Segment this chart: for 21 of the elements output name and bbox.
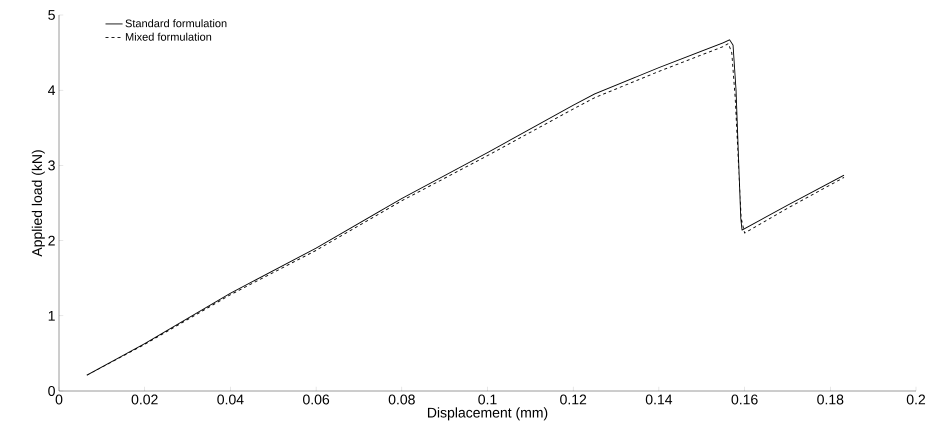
y-axis-title: Applied load (kN) bbox=[32, 150, 45, 257]
y-tick-label: 0 bbox=[48, 386, 55, 396]
x-tick-label: 0.06 bbox=[303, 394, 330, 404]
legend-label: Standard formulation bbox=[126, 19, 226, 28]
legend-label: Mixed formulation bbox=[126, 32, 212, 41]
x-tick-label: 0.2 bbox=[906, 394, 926, 404]
x-tick-label: 0.12 bbox=[560, 394, 586, 404]
x-axis-title: Displacement (mm) bbox=[428, 407, 548, 420]
x-tick-label: 0.02 bbox=[132, 394, 158, 404]
x-tick-label: 0.04 bbox=[217, 394, 244, 404]
y-tick-label: 1 bbox=[48, 310, 55, 321]
x-tick-label: 0 bbox=[56, 394, 62, 404]
y-tick-label: 2 bbox=[48, 236, 55, 246]
x-tick-label: 0.1 bbox=[478, 394, 497, 404]
x-tick-label: 0.18 bbox=[817, 394, 844, 404]
x-tick-label: 0.16 bbox=[732, 394, 758, 404]
y-tick-label: 4 bbox=[48, 85, 56, 96]
x-tick-label: 0.08 bbox=[388, 394, 415, 404]
y-tick-label: 5 bbox=[48, 10, 55, 20]
x-tick-label: 0.14 bbox=[646, 394, 672, 404]
y-tick-label: 3 bbox=[48, 160, 55, 170]
